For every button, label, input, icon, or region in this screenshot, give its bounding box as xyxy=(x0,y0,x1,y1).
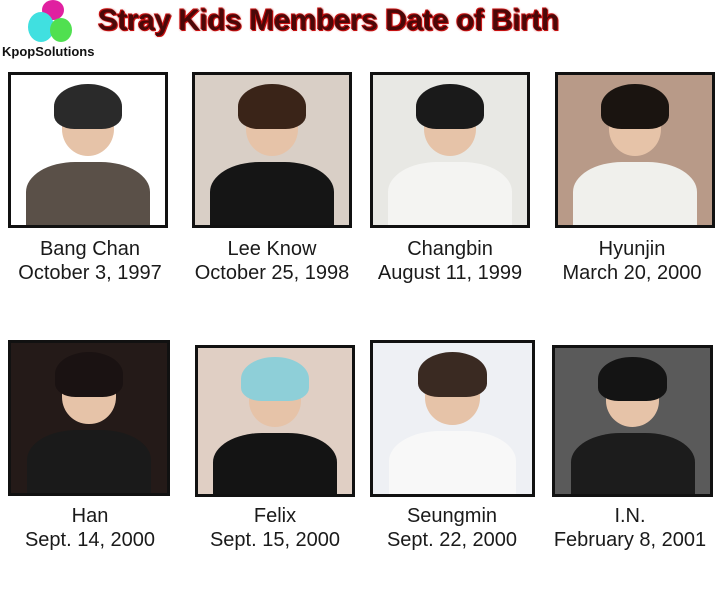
member-dob: October 25, 1998 xyxy=(194,262,350,284)
member-photo xyxy=(195,345,355,497)
member-name: Hyunjin xyxy=(598,238,666,260)
member-name: Lee Know xyxy=(227,238,317,260)
balloon-cyan-icon xyxy=(28,12,54,42)
member-dob: Sept. 15, 2000 xyxy=(209,529,341,551)
member-name: Changbin xyxy=(407,238,493,260)
member-dob: August 11, 1999 xyxy=(377,262,523,284)
member-dob: October 3, 1997 xyxy=(18,262,162,284)
member-name: Bang Chan xyxy=(39,238,141,260)
page-title: Stray Kids Members Date of Birth xyxy=(98,4,559,37)
member-dob: Sept. 22, 2000 xyxy=(386,529,518,551)
member-photo xyxy=(555,72,715,228)
member-name: Felix xyxy=(253,505,297,527)
member-photo xyxy=(370,72,530,228)
member-name: Seungmin xyxy=(406,505,498,527)
member-photo xyxy=(192,72,352,228)
member-name: I.N. xyxy=(614,505,646,527)
member-photo xyxy=(370,340,535,497)
member-dob: Sept. 14, 2000 xyxy=(24,529,156,551)
kpopsolutions-logo: KpopSolutions xyxy=(0,0,110,62)
member-photo xyxy=(8,72,168,228)
balloon-green-icon xyxy=(50,18,72,42)
member-name: Han xyxy=(71,505,109,527)
member-photo xyxy=(8,340,170,496)
logo-text: KpopSolutions xyxy=(2,44,95,59)
member-dob: March 20, 2000 xyxy=(562,262,702,284)
member-dob: February 8, 2001 xyxy=(553,529,707,551)
member-photo xyxy=(552,345,713,497)
